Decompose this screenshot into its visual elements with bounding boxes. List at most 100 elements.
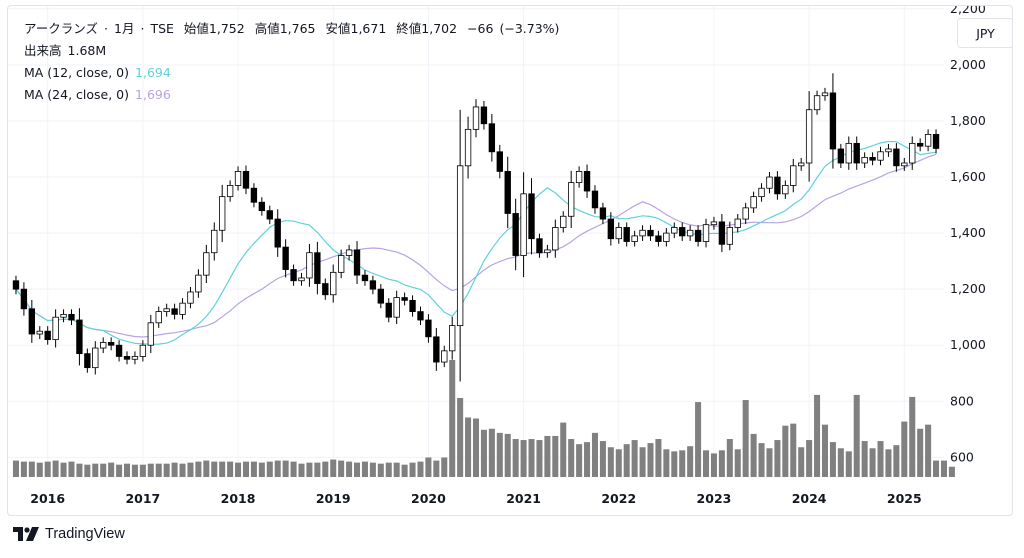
x-tick-label: 2024 — [792, 491, 827, 506]
candle-body — [100, 342, 107, 349]
candle-body — [12, 280, 20, 290]
volume-bar — [520, 440, 527, 477]
volume-bar — [806, 440, 813, 477]
candle-body — [219, 196, 226, 231]
volume-legend[interactable]: 出来高 1.68M — [24, 42, 106, 60]
candle-body — [425, 319, 432, 338]
volume-bar — [576, 444, 583, 477]
volume-bar — [449, 360, 456, 477]
volume-bar — [84, 464, 91, 477]
chart-frame[interactable]: 600 800 1,000 1,200 1,400 1,600 1,800 2,000 2,20… — [7, 5, 1013, 516]
volume-bar — [829, 442, 836, 477]
volume-bar — [798, 447, 805, 477]
chart-canvas[interactable]: 600 800 1,000 1,200 1,400 1,600 1,800 2,000 2,20… — [8, 6, 1012, 515]
candle-body — [663, 232, 670, 242]
x-tick-label: 2019 — [316, 491, 351, 506]
high-label: 高値 — [254, 21, 280, 36]
candle-body — [924, 134, 932, 147]
candle-body — [718, 221, 726, 245]
candle-body — [694, 229, 702, 242]
x-tick-label: 2017 — [125, 491, 160, 506]
volume-bar — [790, 423, 797, 477]
volume-bar — [940, 460, 947, 477]
volume-bar — [116, 464, 123, 477]
volume-bar — [488, 428, 495, 477]
volume-bar — [607, 447, 614, 477]
volume-bar — [361, 461, 368, 477]
volume-bar — [496, 432, 503, 477]
volume-bar — [258, 462, 265, 477]
volume-value: 1.68M — [67, 43, 107, 58]
symbol-interval[interactable]: 1月 — [114, 21, 135, 36]
candle-body — [869, 156, 876, 161]
candle-body — [155, 311, 162, 324]
symbol-name[interactable]: アークランズ — [24, 21, 99, 36]
volume-bar — [710, 453, 717, 477]
volume-bar — [814, 394, 821, 477]
volume-bar — [354, 462, 361, 477]
candle-body — [861, 156, 868, 164]
candle-body — [330, 271, 337, 296]
volume-bar — [385, 462, 392, 477]
candle-body — [250, 187, 258, 203]
candle-body — [60, 313, 67, 318]
currency-button[interactable]: JPY — [957, 18, 1012, 48]
tradingview-brand[interactable]: TradingView — [13, 526, 125, 542]
candle-body — [456, 165, 464, 327]
ma24-legend[interactable]: MA (24, close, 0) 1,696 — [24, 86, 171, 104]
volume-bar — [893, 445, 900, 477]
volume-bar — [425, 457, 432, 477]
symbol-legend: アークランズ · 1月 · TSE 始値1,752 高値1,765 安値1,671 終値… — [24, 21, 560, 36]
candle-body — [123, 356, 131, 360]
close-label: 終値 — [396, 21, 422, 36]
ma24-line — [15, 153, 937, 338]
x-tick-label: 2020 — [411, 491, 446, 506]
volume-bar — [393, 462, 400, 477]
candle-body — [893, 148, 900, 167]
y-tick-label: 600 — [950, 449, 974, 464]
candle-body — [76, 319, 83, 355]
ma12-label: MA (12, close, 0) — [24, 65, 130, 80]
candle-body — [742, 207, 749, 220]
volume-bar — [718, 450, 725, 477]
ma24-label: MA (24, close, 0) — [24, 87, 130, 102]
volume-bar — [615, 449, 622, 477]
volume-bar — [401, 464, 408, 477]
ma12-line — [15, 140, 937, 345]
volume-bar — [203, 460, 210, 477]
volume-bar — [591, 432, 598, 477]
volume-bar — [671, 451, 678, 477]
change-value: −66 — [467, 21, 494, 36]
volume-label: 出来高 — [24, 43, 62, 58]
volume-bar — [250, 461, 257, 477]
volume-bar — [139, 464, 146, 477]
x-tick-label: 2025 — [887, 491, 922, 506]
candle-body — [520, 193, 527, 256]
volume-bar — [663, 449, 670, 477]
candle-body — [274, 218, 281, 248]
candle-body — [361, 274, 369, 282]
candle-body — [821, 92, 829, 97]
candle-body — [837, 148, 845, 164]
candle-body — [782, 185, 789, 195]
candle-body — [68, 313, 75, 321]
candle-body — [353, 249, 361, 276]
candle-body — [916, 142, 924, 147]
candle-body — [877, 151, 884, 161]
volume-bar — [147, 463, 154, 477]
ma12-legend[interactable]: MA (12, close, 0) 1,694 — [24, 64, 171, 82]
candle-body — [401, 297, 408, 301]
candle-body — [790, 165, 797, 186]
x-tick-label: 2023 — [697, 491, 732, 506]
candle-body — [187, 291, 194, 304]
volume-bar — [20, 461, 27, 477]
volume-bar — [409, 462, 416, 477]
volume-bar — [219, 461, 226, 477]
candle-body — [163, 308, 170, 312]
volume-bar — [909, 396, 916, 477]
volume-bar — [536, 440, 543, 477]
candle-body — [115, 344, 123, 357]
volume-bar — [433, 460, 440, 477]
volume-bar — [179, 463, 186, 477]
candle-body — [560, 215, 567, 228]
